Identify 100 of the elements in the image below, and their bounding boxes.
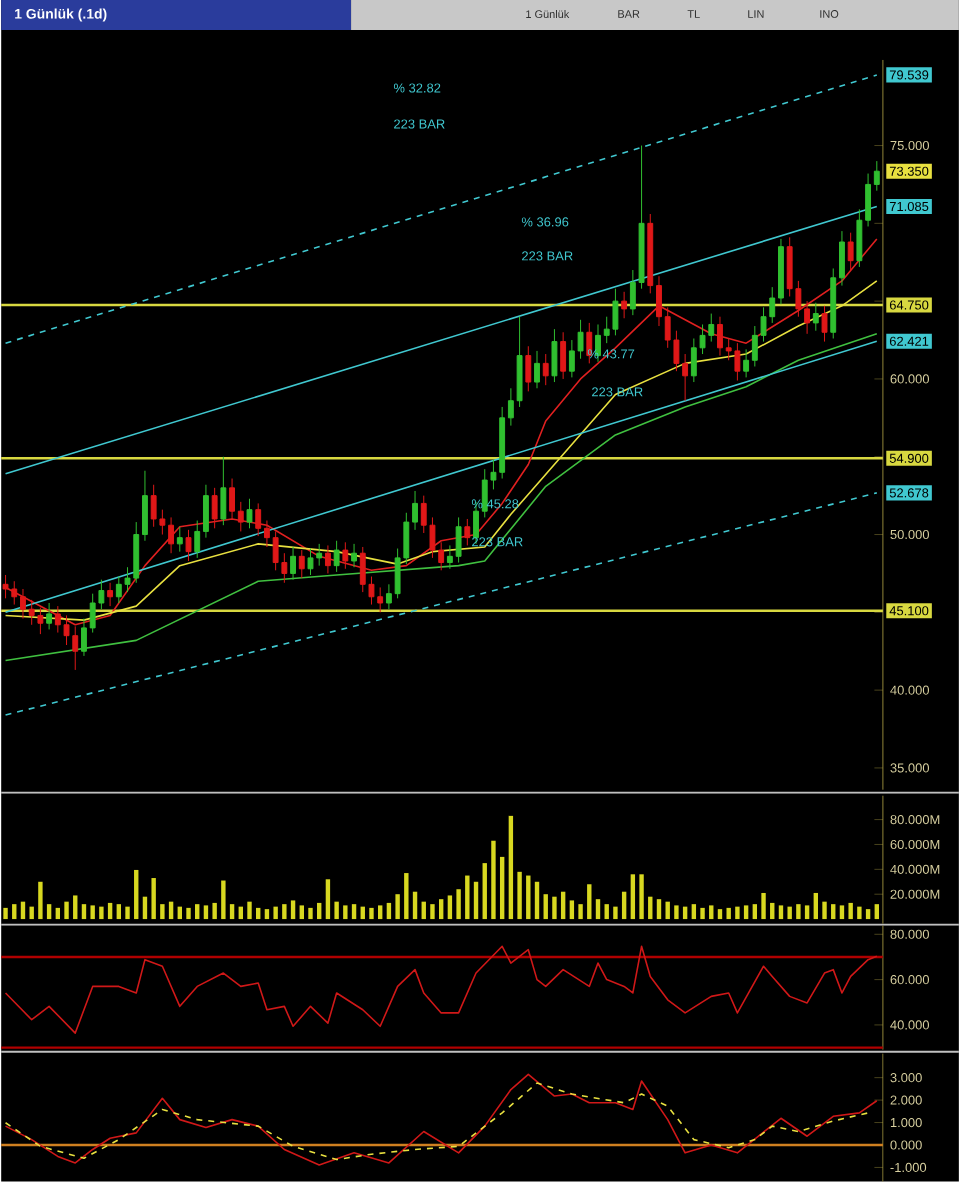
line-series: [4, 945, 878, 1034]
candlestick: [307, 548, 314, 576]
bar: [273, 906, 278, 920]
bar: [552, 896, 557, 920]
bar: [534, 881, 540, 920]
bar: [203, 905, 209, 920]
bar: [456, 889, 461, 920]
bar: [325, 879, 331, 920]
bar: [770, 902, 775, 920]
bar: [674, 905, 679, 920]
bar: [595, 899, 601, 920]
bar: [578, 904, 583, 920]
candlestick: [246, 498, 253, 529]
candlestick: [812, 302, 819, 332]
bar: [622, 891, 627, 920]
bar: [290, 900, 296, 920]
bar: [761, 892, 766, 920]
bar: [395, 894, 400, 920]
bar: [12, 904, 17, 920]
candlestick: [176, 526, 183, 553]
bar: [221, 880, 226, 920]
bar: [430, 904, 435, 920]
candlestick: [342, 541, 349, 570]
bar: [465, 875, 470, 920]
bar: [587, 884, 592, 920]
bar: [743, 905, 749, 920]
bar: [796, 904, 801, 920]
candlestick: [46, 602, 53, 630]
bar: [308, 907, 313, 920]
bar: [822, 901, 827, 920]
bar: [351, 904, 357, 920]
candlestick: [551, 328, 558, 383]
bar: [386, 902, 392, 920]
bar: [160, 904, 165, 920]
bar: [55, 907, 61, 920]
candlestick: [351, 543, 358, 568]
bar: [604, 904, 609, 920]
bar: [813, 892, 819, 920]
candlestick: [542, 353, 549, 386]
bar: [90, 905, 95, 920]
bar: [482, 863, 487, 920]
bar: [195, 904, 200, 920]
bar: [99, 906, 104, 920]
bar: [81, 904, 87, 920]
bar: [613, 906, 618, 920]
bar: [831, 904, 836, 920]
bar: [752, 904, 758, 920]
bar: [73, 895, 78, 920]
bar: [865, 909, 871, 920]
candlestick: [298, 549, 305, 579]
bar: [369, 907, 374, 920]
bar: [639, 874, 644, 920]
bar: [151, 878, 156, 920]
bar: [3, 907, 8, 920]
bar: [38, 881, 43, 920]
candlestick: [455, 516, 462, 564]
bar: [142, 896, 148, 920]
bar: [648, 896, 653, 920]
bar: [64, 901, 69, 920]
bar: [804, 905, 810, 920]
bar: [247, 901, 252, 920]
bar: [726, 907, 731, 920]
candlestick: [525, 345, 532, 392]
bar: [517, 871, 522, 920]
line-series: [4, 333, 878, 662]
bar: [543, 894, 548, 920]
bar: [282, 904, 287, 920]
bar: [709, 905, 714, 920]
bar: [447, 895, 453, 920]
bar: [317, 902, 322, 920]
candlestick: [150, 484, 157, 528]
bar: [29, 906, 34, 920]
bar: [778, 905, 784, 920]
candlestick: [325, 544, 331, 574]
bar: [700, 907, 705, 920]
candlestick: [821, 305, 828, 343]
bar: [299, 905, 305, 920]
candlestick: [211, 487, 218, 529]
bar: [491, 840, 496, 920]
candlestick: [220, 456, 227, 526]
bar: [186, 907, 191, 920]
candlestick: [612, 288, 619, 336]
candlestick: [290, 546, 297, 581]
bar: [116, 904, 122, 920]
bar: [526, 875, 531, 920]
bar: [404, 873, 409, 920]
bar: [473, 881, 479, 920]
bar: [125, 906, 130, 920]
bar: [412, 891, 418, 920]
bar: [334, 901, 339, 920]
bar: [656, 899, 662, 920]
candlestick: [534, 350, 541, 389]
bar: [378, 905, 383, 920]
candlestick: [185, 529, 192, 562]
bar: [508, 815, 514, 920]
bar: [735, 906, 740, 920]
bar: [212, 902, 217, 920]
bar: [500, 856, 505, 920]
bar: [229, 904, 235, 920]
bar: [439, 899, 444, 920]
